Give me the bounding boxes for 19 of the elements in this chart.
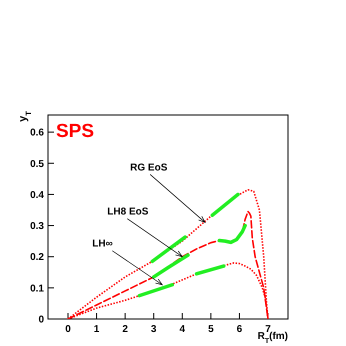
y-tick-label: 0.1	[30, 283, 44, 294]
x-tick-label: 6	[236, 324, 243, 335]
x-tick-label: 2	[122, 324, 128, 335]
y-tick-label: 0	[38, 314, 44, 326]
x-tick-label: 5	[208, 324, 214, 335]
y-tick-label: 0.4	[30, 190, 44, 201]
chart-title: SPS	[56, 121, 94, 142]
y-tick-label: 0.6	[30, 128, 44, 139]
x-tick-label: 3	[150, 324, 157, 335]
x-tick-label: 4	[180, 324, 186, 335]
x-tick-label: 0	[65, 324, 72, 335]
y-tick-label: 0.3	[30, 221, 44, 232]
y-tick-label: 0.5	[30, 158, 44, 170]
annotation: LH8 EoS	[107, 206, 149, 218]
y-tick-label: 0.2	[30, 252, 44, 264]
x-axis-title: R$_{T}$(fm)	[258, 331, 288, 344]
annotation: RG EoS	[130, 162, 168, 174]
x-tick-label: 1	[94, 324, 100, 335]
annotation: LH∞	[92, 238, 113, 250]
